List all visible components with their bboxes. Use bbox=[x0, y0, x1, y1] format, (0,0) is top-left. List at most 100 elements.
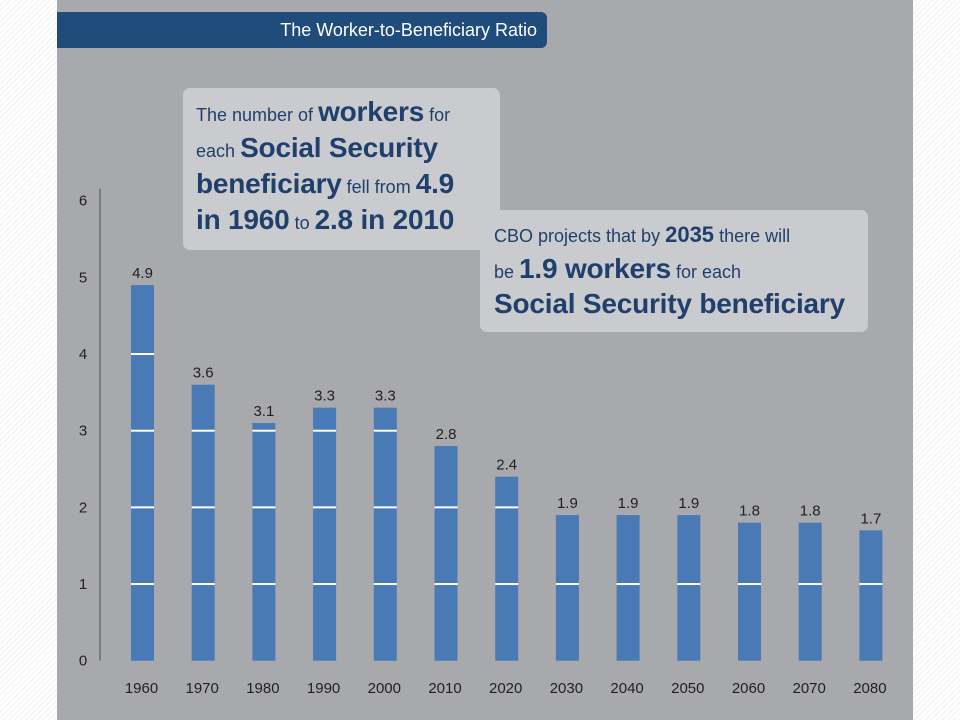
bar-gridline bbox=[616, 583, 640, 586]
value-label-2000: 3.3 bbox=[375, 388, 396, 405]
bar-gridline bbox=[434, 583, 458, 586]
annotation-line: Social Security beneficiary bbox=[494, 290, 868, 326]
x-tick-label-2040: 2040 bbox=[610, 680, 643, 697]
value-label-2010: 2.8 bbox=[436, 426, 457, 443]
value-label-1960: 4.9 bbox=[132, 265, 153, 282]
annotation-line: in 1960 to 2.8 in 2010 bbox=[196, 205, 500, 241]
bar-2080 bbox=[859, 530, 883, 661]
bar-2020 bbox=[495, 476, 519, 661]
bar-1960 bbox=[131, 285, 154, 661]
annotation-emphasis: 2035 bbox=[665, 222, 715, 247]
y-tick-label: 4 bbox=[79, 346, 87, 363]
bar-2040 bbox=[616, 515, 640, 661]
bar-gridline bbox=[555, 583, 579, 586]
bar-gridline bbox=[191, 429, 215, 432]
x-tick-label-2010: 2010 bbox=[428, 680, 461, 697]
title-banner: The Worker-to-Beneficiary Ratio bbox=[57, 12, 547, 48]
y-tick-label: 0 bbox=[79, 653, 87, 670]
chart-title: The Worker-to-Beneficiary Ratio bbox=[280, 20, 537, 40]
annotation-text: The number of bbox=[196, 105, 314, 125]
bar-gridline bbox=[252, 429, 276, 432]
annotation-emphasis: 1.9 workers bbox=[519, 252, 671, 284]
annotation-emphasis: 4.9 bbox=[415, 168, 455, 199]
x-tick-label-2020: 2020 bbox=[489, 680, 522, 697]
bar-2030 bbox=[555, 515, 579, 661]
bar-gridline bbox=[313, 506, 337, 509]
bar-gridline bbox=[373, 583, 397, 586]
annotation-box-historical: The number of workers for each Social Se… bbox=[183, 88, 500, 250]
annotation-text: each bbox=[196, 141, 236, 161]
annotation-line: each Social Security bbox=[196, 133, 500, 169]
bar-gridline bbox=[434, 506, 458, 509]
annotation-emphasis: in 1960 bbox=[196, 204, 290, 235]
annotation-text: to bbox=[294, 213, 310, 233]
annotation-line: be 1.9 workers for each bbox=[494, 252, 868, 291]
annotation-emphasis: beneficiary bbox=[196, 168, 342, 199]
value-label-2060: 1.8 bbox=[739, 503, 760, 520]
bar-gridline bbox=[313, 429, 337, 432]
y-tick-label: 1 bbox=[79, 576, 87, 593]
bar-2000 bbox=[373, 407, 397, 661]
value-label-1980: 3.1 bbox=[253, 403, 274, 420]
x-tick-label-2050: 2050 bbox=[671, 680, 704, 697]
value-label-2080: 1.7 bbox=[860, 510, 881, 527]
x-tick-label-2080: 2080 bbox=[853, 680, 886, 697]
bar-gridline bbox=[131, 353, 154, 356]
annotation-emphasis: Social Security bbox=[240, 132, 438, 163]
value-label-2020: 2.4 bbox=[496, 457, 517, 474]
annotation-line: beneficiary fell from 4.9 bbox=[196, 169, 500, 205]
bar-1970 bbox=[191, 384, 215, 661]
bar-1990 bbox=[313, 407, 337, 661]
annotation-text: fell from bbox=[346, 177, 411, 197]
value-label-2040: 1.9 bbox=[618, 495, 639, 512]
bar-2060 bbox=[738, 522, 761, 661]
x-tick-label-1990: 1990 bbox=[307, 680, 340, 697]
value-label-2070: 1.8 bbox=[800, 503, 821, 520]
bar-gridline bbox=[131, 429, 154, 432]
y-tick-label: 3 bbox=[79, 423, 87, 440]
bar-gridline bbox=[131, 506, 154, 509]
x-tick-label-1980: 1980 bbox=[246, 680, 279, 697]
x-tick-label-2060: 2060 bbox=[732, 680, 765, 697]
annotation-emphasis: Social Security beneficiary bbox=[494, 288, 845, 319]
bar-gridline bbox=[738, 583, 761, 586]
bar-gridline bbox=[373, 429, 397, 432]
x-tick-label-1970: 1970 bbox=[186, 680, 219, 697]
y-tick-label: 5 bbox=[79, 269, 87, 286]
x-tick-label-2030: 2030 bbox=[550, 680, 583, 697]
bar-gridline bbox=[191, 506, 215, 509]
bar-gridline bbox=[131, 583, 154, 586]
bar-1980 bbox=[252, 423, 276, 661]
bar-gridline bbox=[677, 583, 701, 586]
annotation-text: there will bbox=[719, 226, 791, 246]
bar-gridline bbox=[313, 583, 337, 586]
bar-gridline bbox=[495, 583, 519, 586]
bar-gridline bbox=[798, 583, 822, 586]
bar-2070 bbox=[798, 522, 822, 661]
annotation-emphasis: 2.8 in 2010 bbox=[314, 204, 455, 235]
bar-gridline bbox=[373, 506, 397, 509]
x-tick-label-2070: 2070 bbox=[793, 680, 826, 697]
value-label-1970: 3.6 bbox=[193, 365, 214, 382]
annotation-text: be bbox=[494, 261, 515, 282]
y-tick-label: 2 bbox=[79, 499, 87, 516]
bar-gridline bbox=[252, 506, 276, 509]
value-label-1990: 3.3 bbox=[314, 388, 335, 405]
bar-2010 bbox=[434, 446, 458, 661]
bar-gridline bbox=[191, 583, 215, 586]
y-tick-label: 6 bbox=[79, 193, 87, 210]
annotation-emphasis: workers bbox=[318, 96, 425, 127]
annotation-text: for bbox=[429, 105, 451, 125]
value-label-2030: 1.9 bbox=[557, 495, 578, 512]
annotation-box-cbo-projection: CBO projects that by 2035 there will be … bbox=[480, 210, 868, 332]
bar-gridline bbox=[859, 583, 883, 586]
annotation-text: CBO projects that by bbox=[494, 226, 661, 246]
annotation-line: CBO projects that by 2035 there will bbox=[494, 219, 868, 255]
value-label-2050: 1.9 bbox=[678, 495, 699, 512]
x-tick-label-2000: 2000 bbox=[368, 680, 401, 697]
x-tick-label-1960: 1960 bbox=[125, 680, 158, 697]
bar-gridline bbox=[252, 583, 276, 586]
bar-2050 bbox=[677, 515, 701, 661]
annotation-line: The number of workers for bbox=[196, 97, 500, 133]
